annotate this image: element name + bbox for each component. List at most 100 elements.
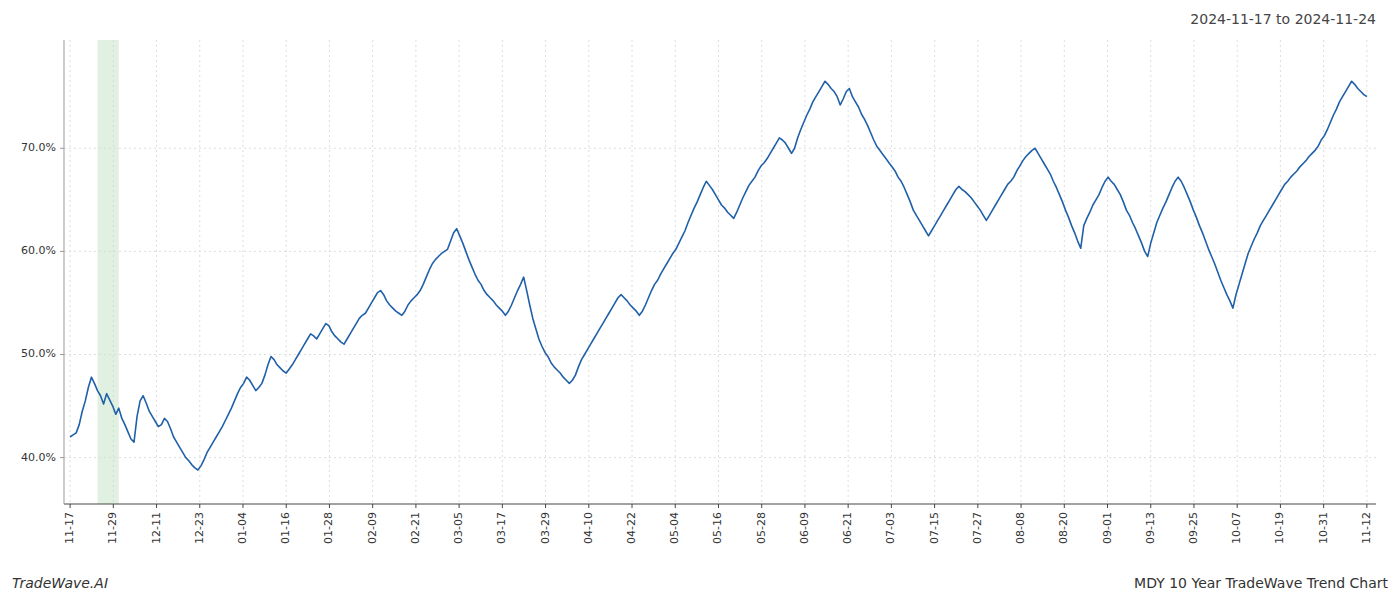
x-tick-label: 07-03 <box>884 512 897 544</box>
grid-line-x <box>934 40 935 504</box>
x-tick <box>1107 504 1108 508</box>
y-tick-label: 60.0% <box>21 244 56 257</box>
x-tick-label: 05-04 <box>668 512 681 544</box>
x-tick <box>1064 504 1065 508</box>
grid-line-y <box>64 457 1376 458</box>
x-tick <box>848 504 849 508</box>
x-tick <box>718 504 719 508</box>
grid-line-x <box>156 40 157 504</box>
x-tick <box>545 504 546 508</box>
grid-line-x <box>1193 40 1194 504</box>
page: {"chart_data": { "type": "line", "title"… <box>0 0 1400 600</box>
x-tick <box>1021 504 1022 508</box>
footer-left: TradeWave.AI <box>12 575 108 591</box>
grid-line-x <box>588 40 589 504</box>
x-tick <box>934 504 935 508</box>
x-tick <box>199 504 200 508</box>
grid-line-y <box>64 148 1376 149</box>
y-tick <box>60 251 64 252</box>
title: 2024-11-17 to 2024-11-24 <box>1190 11 1376 27</box>
axes: 40.0%50.0%60.0%70.0%11-1711-2912-1112-23… <box>21 40 1376 544</box>
y-tick <box>60 354 64 355</box>
x-tick-label: 10-07 <box>1230 512 1243 544</box>
y-tick <box>60 148 64 149</box>
grid-line-x <box>1280 40 1281 504</box>
grid-line-x <box>891 40 892 504</box>
grid-line-x <box>372 40 373 504</box>
x-tick <box>1193 504 1194 508</box>
x-tick-label: 08-08 <box>1014 512 1027 544</box>
grid-line-x <box>242 40 243 504</box>
x-tick-label: 05-16 <box>711 512 724 544</box>
grid-line-x <box>286 40 287 504</box>
footer-right: MDY 10 Year TradeWave Trend Chart <box>1134 575 1388 591</box>
x-tick <box>415 504 416 508</box>
grid-line-x <box>761 40 762 504</box>
x-tick <box>588 504 589 508</box>
grid-line-x <box>1237 40 1238 504</box>
x-tick <box>156 504 157 508</box>
x-tick-label: 04-10 <box>582 512 595 544</box>
x-tick <box>891 504 892 508</box>
x-tick <box>1366 504 1367 508</box>
x-tick-label: 02-21 <box>409 512 422 544</box>
grid-line-x <box>1021 40 1022 504</box>
highlight-band <box>97 40 118 504</box>
x-tick-label: 03-29 <box>539 512 552 544</box>
grid <box>64 40 1376 504</box>
grid-line-x <box>415 40 416 504</box>
grid-line-x <box>1150 40 1151 504</box>
grid-line-x <box>675 40 676 504</box>
x-tick-label: 06-09 <box>798 512 811 544</box>
x-tick-label: 11-29 <box>106 512 119 544</box>
y-tick-label: 70.0% <box>21 141 56 154</box>
x-tick-label: 01-28 <box>322 512 335 544</box>
grid-line-x <box>502 40 503 504</box>
x-tick <box>459 504 460 508</box>
trend-line <box>70 81 1367 470</box>
x-tick-label: 04-22 <box>625 512 638 544</box>
grid-line-x <box>977 40 978 504</box>
x-tick-label: 11-12 <box>1360 512 1373 544</box>
x-tick-label: 01-04 <box>236 512 249 544</box>
y-tick <box>60 457 64 458</box>
y-tick-label: 50.0% <box>21 347 56 360</box>
x-tick <box>286 504 287 508</box>
y-tick-label: 40.0% <box>21 451 56 464</box>
x-tick <box>675 504 676 508</box>
x-tick <box>113 504 114 508</box>
x-tick <box>70 504 71 508</box>
grid-line-x <box>848 40 849 504</box>
x-tick <box>329 504 330 508</box>
x-tick-label: 03-17 <box>495 512 508 544</box>
x-tick-label: 06-21 <box>841 512 854 544</box>
x-tick <box>1280 504 1281 508</box>
grid-line-x <box>199 40 200 504</box>
x-tick <box>977 504 978 508</box>
x-tick <box>804 504 805 508</box>
grid-line-x <box>632 40 633 504</box>
x-axis-line <box>64 504 1376 505</box>
x-tick-label: 09-13 <box>1144 512 1157 544</box>
grid-line-x <box>1107 40 1108 504</box>
y-axis-line <box>64 40 65 504</box>
grid-line-x <box>804 40 805 504</box>
x-tick-label: 12-11 <box>150 512 163 544</box>
plot-area <box>70 40 1367 504</box>
x-tick <box>242 504 243 508</box>
x-tick-label: 10-31 <box>1317 512 1330 544</box>
grid-line-y <box>64 354 1376 355</box>
grid-line-x <box>1064 40 1065 504</box>
x-tick <box>1150 504 1151 508</box>
x-tick <box>1237 504 1238 508</box>
grid-line-x <box>70 40 71 504</box>
x-tick-label: 07-27 <box>971 512 984 544</box>
x-tick-label: 09-25 <box>1187 512 1200 544</box>
x-tick-label: 01-16 <box>279 512 292 544</box>
grid-line-x <box>1366 40 1367 504</box>
grid-line-x <box>459 40 460 504</box>
x-tick-label: 07-15 <box>928 512 941 544</box>
x-tick-label: 09-01 <box>1101 512 1114 544</box>
grid-line-x <box>329 40 330 504</box>
grid-line-x <box>1323 40 1324 504</box>
